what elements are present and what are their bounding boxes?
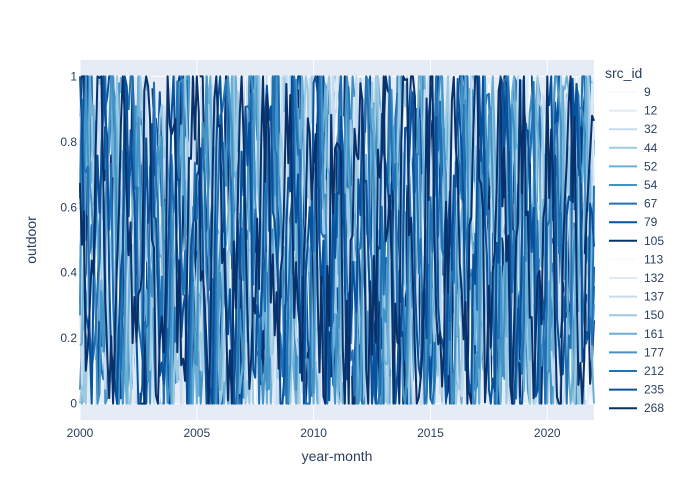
legend-label: 268 xyxy=(644,401,664,415)
legend: 9 12 32 44 52 54 67 79 105 113 132 137 150 161 177 212 2… xyxy=(609,85,664,415)
legend-label: 235 xyxy=(644,383,664,397)
legend-label: 54 xyxy=(644,178,658,192)
legend-label: 79 xyxy=(644,215,658,229)
y-tick-label: 0 xyxy=(70,397,77,411)
x-axis-ticks: 2000 2005 2010 2015 2020 xyxy=(67,426,561,440)
legend-label: 132 xyxy=(644,271,664,285)
legend-item-137[interactable]: 137 xyxy=(609,290,664,304)
legend-item-150[interactable]: 150 xyxy=(609,308,664,322)
x-tick-label: 2015 xyxy=(417,426,444,440)
legend-label: 177 xyxy=(644,345,664,359)
legend-label: 32 xyxy=(644,122,658,136)
legend-label: 9 xyxy=(644,85,651,99)
legend-item-161[interactable]: 161 xyxy=(609,327,664,341)
legend-label: 113 xyxy=(644,252,663,266)
legend-label: 150 xyxy=(644,308,664,322)
x-tick-label: 2005 xyxy=(183,426,210,440)
legend-item-268[interactable]: 268 xyxy=(609,401,664,415)
legend-item-132[interactable]: 132 xyxy=(609,271,664,285)
legend-label: 12 xyxy=(644,104,658,118)
legend-item-12[interactable]: 12 xyxy=(609,104,658,118)
legend-item-105[interactable]: 105 xyxy=(609,234,664,248)
legend-label: 161 xyxy=(644,327,664,341)
y-tick-label: 0.4 xyxy=(60,266,77,280)
y-tick-label: 1 xyxy=(70,69,77,83)
legend-item-44[interactable]: 44 xyxy=(609,141,658,155)
legend-item-177[interactable]: 177 xyxy=(609,345,664,359)
legend-item-54[interactable]: 54 xyxy=(609,178,658,192)
y-tick-label: 0.6 xyxy=(60,200,77,214)
series-line-235 xyxy=(79,75,595,405)
series-lines xyxy=(79,75,595,405)
y-tick-label: 0.8 xyxy=(60,135,77,149)
series-line-268 xyxy=(79,75,595,405)
y-axis-ticks: 0 0.2 0.4 0.6 0.8 1 xyxy=(60,69,77,410)
legend-item-79[interactable]: 79 xyxy=(609,215,658,229)
legend-item-67[interactable]: 67 xyxy=(609,197,658,211)
legend-item-52[interactable]: 52 xyxy=(609,159,658,173)
legend-label: 44 xyxy=(644,141,658,155)
legend-label: 67 xyxy=(644,197,658,211)
x-tick-label: 2000 xyxy=(67,426,94,440)
legend-item-113[interactable]: 113 xyxy=(609,252,663,266)
legend-item-235[interactable]: 235 xyxy=(609,383,664,397)
y-axis-title: outdoor xyxy=(23,216,39,264)
legend-title: src_id xyxy=(605,65,642,81)
legend-label: 137 xyxy=(644,290,664,304)
legend-item-32[interactable]: 32 xyxy=(609,122,658,136)
legend-item-212[interactable]: 212 xyxy=(609,364,664,378)
series-line-150 xyxy=(79,75,595,405)
y-tick-label: 0.2 xyxy=(60,331,77,345)
legend-label: 52 xyxy=(644,159,658,173)
legend-label: 212 xyxy=(644,364,664,378)
x-axis-title: year-month xyxy=(302,448,373,464)
x-tick-label: 2010 xyxy=(300,426,327,440)
legend-label: 105 xyxy=(644,234,664,248)
x-tick-label: 2020 xyxy=(534,426,561,440)
legend-item-9[interactable]: 9 xyxy=(609,85,651,99)
